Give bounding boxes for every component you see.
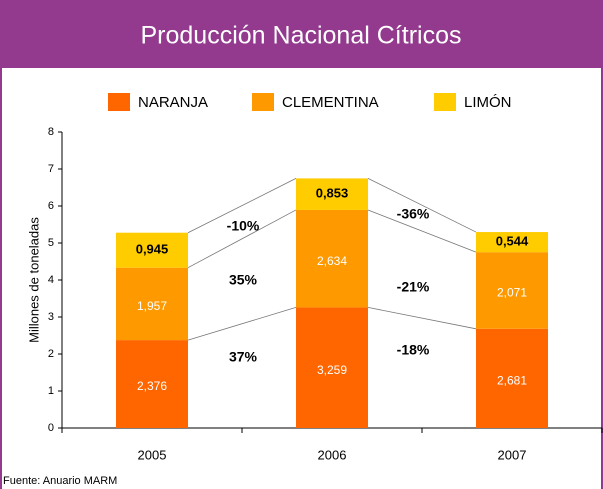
bar-segment (296, 178, 368, 210)
connector (367, 209, 477, 253)
y-tick-label: 6 (48, 200, 54, 212)
legend-swatch (252, 93, 274, 111)
y-tick-label: 8 (48, 126, 54, 138)
connector (187, 178, 297, 234)
annotation: 35% (229, 272, 258, 288)
legend-label: CLEMENTINA (282, 94, 379, 111)
x-tick-label: 2007 (498, 447, 527, 462)
title-banner (0, 0, 603, 68)
bar-segment (116, 232, 188, 268)
connector (187, 307, 297, 341)
value-label: 2,376 (137, 379, 167, 393)
x-tick-label: 2006 (318, 447, 347, 462)
bar-segment (116, 340, 188, 428)
bar-segment (476, 328, 548, 428)
y-tick-label: 1 (48, 385, 54, 397)
y-tick-label: 0 (48, 422, 54, 434)
legend-label: NARANJA (138, 94, 208, 111)
y-axis-label: Millones de toneladas (26, 217, 41, 343)
value-label: 3,259 (317, 363, 347, 377)
value-label: 0,853 (316, 186, 349, 201)
annotation: -10% (227, 218, 260, 234)
bar-segment (296, 307, 368, 428)
y-tick-label: 5 (48, 237, 54, 249)
value-label: 2,071 (497, 286, 527, 300)
legend-swatch (108, 93, 130, 111)
legend-swatch (434, 93, 456, 111)
bar-segment (296, 209, 368, 308)
connector (367, 307, 477, 330)
bar-segment (476, 252, 548, 329)
value-label: 0,945 (136, 242, 169, 257)
y-tick-label: 7 (48, 163, 54, 175)
bar-segment (116, 267, 188, 341)
source: Fuente: Anuario MARM (3, 475, 117, 487)
legend-label: LIMÓN (464, 94, 512, 111)
value-label: 0,544 (496, 234, 529, 249)
annotation: -21% (397, 279, 430, 295)
x-tick-label: 2005 (138, 447, 167, 462)
y-tick-label: 4 (48, 274, 54, 286)
value-label: 2,681 (497, 374, 527, 388)
annotation: -36% (397, 206, 430, 222)
bar-segment (476, 232, 548, 253)
value-label: 2,634 (317, 254, 347, 268)
value-label: 1,957 (137, 299, 167, 313)
chart-title: Producción Nacional Cítricos (141, 22, 462, 50)
y-tick-label: 2 (48, 348, 54, 360)
connector (367, 178, 477, 233)
connector (187, 209, 297, 269)
annotation: 37% (229, 349, 258, 365)
annotation: -18% (397, 342, 430, 358)
y-tick-label: 3 (48, 311, 54, 323)
